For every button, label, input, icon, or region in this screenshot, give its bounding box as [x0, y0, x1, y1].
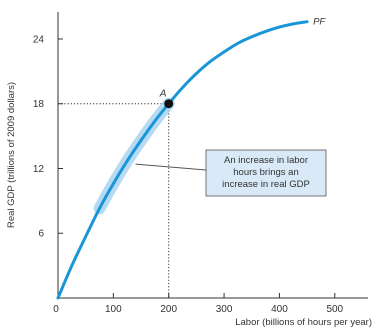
annotation-text-line: hours brings an	[233, 167, 298, 178]
x-axis-label: Labor (billions of hours per year)	[235, 317, 372, 328]
x-tick-label: 100	[105, 304, 122, 315]
x-tick-label: 0	[53, 304, 59, 315]
annotation-text-line: increase in real GDP	[222, 179, 310, 190]
x-ticks: 0 100 200 300 400 500	[53, 293, 344, 315]
series-label-pf: PF	[313, 17, 326, 28]
x-tick-label: 300	[216, 304, 233, 315]
x-tick-label: 400	[271, 304, 288, 315]
x-tick-label: 500	[326, 304, 343, 315]
y-tick-label: 18	[33, 99, 45, 110]
x-tick-label: 200	[160, 304, 177, 315]
series-line-pf	[56, 20, 309, 300]
y-tick-label: 24	[33, 34, 45, 45]
annotation-text-line: An increase in labor	[224, 155, 308, 166]
y-tick-label: 12	[33, 164, 45, 175]
point-a-label: A	[159, 89, 167, 100]
series-lines: PF	[56, 17, 326, 300]
highlight-band-stroke	[93, 97, 175, 215]
axes	[57, 12, 368, 299]
annotation-box	[205, 149, 327, 197]
guide-lines	[58, 103, 170, 298]
annotation-leader	[135, 163, 207, 171]
y-axis-label: Real GDP (trillions of 2009 dollars)	[6, 82, 17, 228]
highlight-band	[93, 97, 175, 215]
y-tick-label: 6	[38, 229, 44, 240]
point-layer: A	[159, 89, 174, 109]
point-a-marker	[164, 99, 174, 109]
